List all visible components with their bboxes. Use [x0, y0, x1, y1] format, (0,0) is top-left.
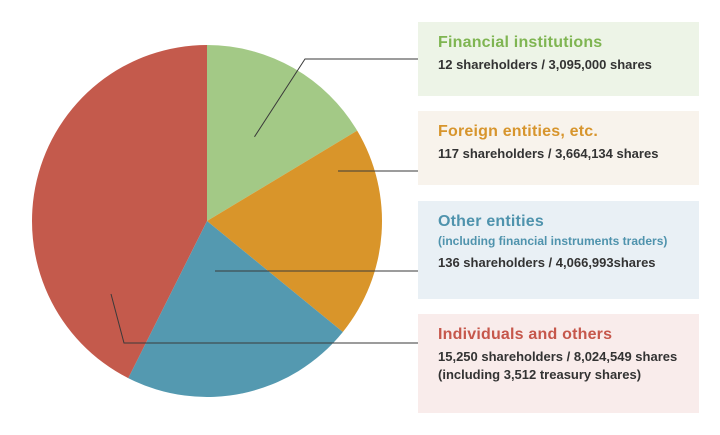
- legend-shareholders: 136 shareholders / 4,066,993shares: [438, 255, 656, 270]
- legend-shareholders: 12 shareholders / 3,095,000 shares: [438, 57, 652, 72]
- legend-financial-institutions: Financial institutions 12 shareholders /…: [418, 22, 699, 96]
- pie-slice-other-entities: [128, 221, 343, 398]
- legend-title: Other entities: [438, 213, 544, 230]
- leader-line-financial-institutions: [254, 58, 418, 138]
- pie-slice-financial-institutions: [207, 45, 358, 221]
- legend-note: (including 3,512 treasury shares): [438, 367, 642, 382]
- legend-individuals-and-others: Individuals and others 15,250 shareholde…: [418, 314, 699, 413]
- pie-slice-individuals-and-others: [31, 45, 207, 379]
- legend-title: Financial institutions: [438, 34, 603, 51]
- legend-other-entities: Other entities (including financial inst…: [418, 201, 699, 299]
- leader-line-individuals-and-others: [110, 293, 418, 344]
- legend-shareholders: 15,250 shareholders / 8,024,549 shares: [438, 349, 678, 364]
- legend-title: Individuals and others: [438, 326, 613, 343]
- legend-title: Foreign entities, etc.: [438, 123, 598, 140]
- legend-subtitle: (including financial instruments traders…: [438, 234, 668, 248]
- legend-shareholders: 117 shareholders / 3,664,134 shares: [438, 146, 659, 161]
- legend-foreign-entities: Foreign entities, etc. 117 shareholders …: [418, 111, 699, 185]
- pie-slice-foreign-entities: [207, 130, 382, 332]
